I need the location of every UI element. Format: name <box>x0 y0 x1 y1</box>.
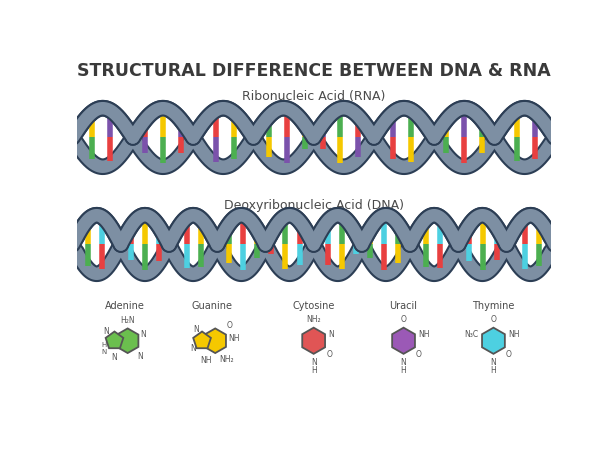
Text: NH: NH <box>508 330 520 339</box>
Text: H₂N: H₂N <box>121 316 135 325</box>
Text: Cytosine: Cytosine <box>293 302 335 312</box>
Text: NH₂: NH₂ <box>307 315 321 324</box>
Polygon shape <box>392 328 415 354</box>
Text: H: H <box>491 365 496 375</box>
Text: N: N <box>140 330 146 339</box>
Text: H: H <box>401 365 406 375</box>
Text: O: O <box>506 350 512 359</box>
Text: O: O <box>401 315 406 324</box>
Text: N: N <box>194 325 200 335</box>
Text: H
N: H N <box>102 342 107 355</box>
Polygon shape <box>193 331 211 348</box>
Text: STRUCTURAL DIFFERENCE BETWEEN DNA & RNA: STRUCTURAL DIFFERENCE BETWEEN DNA & RNA <box>76 62 551 80</box>
Text: O: O <box>326 350 332 359</box>
Text: NH: NH <box>418 330 430 339</box>
Text: N: N <box>401 358 406 367</box>
Text: N: N <box>137 352 143 361</box>
Text: N: N <box>103 327 109 336</box>
Text: O: O <box>416 350 422 359</box>
Text: N: N <box>311 358 316 367</box>
Text: Ribonucleic Acid (RNA): Ribonucleic Acid (RNA) <box>242 90 386 103</box>
Text: NH: NH <box>200 356 212 365</box>
Text: N₃C: N₃C <box>465 330 479 339</box>
Text: O: O <box>226 321 232 330</box>
Text: Adenine: Adenine <box>105 302 144 312</box>
Text: O: O <box>490 315 496 324</box>
Text: N: N <box>111 353 116 362</box>
Text: NH: NH <box>228 334 239 343</box>
Text: Deoxyribonucleic Acid (DNA): Deoxyribonucleic Acid (DNA) <box>223 199 404 212</box>
Polygon shape <box>106 331 124 348</box>
Text: N: N <box>191 344 196 353</box>
Text: N: N <box>491 358 496 367</box>
Polygon shape <box>204 329 226 353</box>
Polygon shape <box>117 329 138 353</box>
Text: N: N <box>328 330 334 339</box>
Text: Uracil: Uracil <box>390 302 417 312</box>
Text: Thymine: Thymine <box>472 302 515 312</box>
Text: Guanine: Guanine <box>192 302 233 312</box>
Polygon shape <box>302 328 325 354</box>
Polygon shape <box>482 328 505 354</box>
Text: H: H <box>311 365 316 375</box>
Text: NH₂: NH₂ <box>218 355 233 364</box>
